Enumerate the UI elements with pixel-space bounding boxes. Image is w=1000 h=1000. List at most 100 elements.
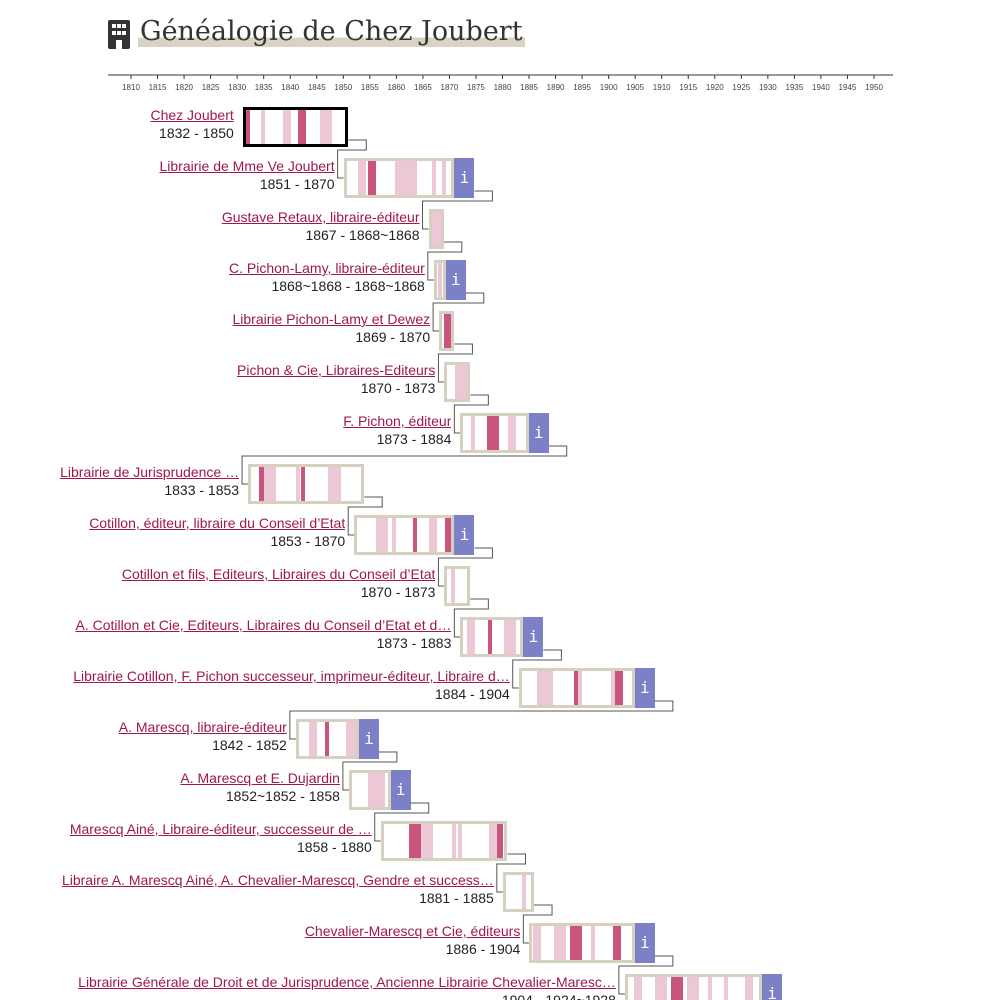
entry-dates: 1832 - 1850 [159,125,234,141]
timeline-tick: 1855 [360,83,379,92]
entry-name[interactable]: Librairie de Mme Ve Joubert [159,158,335,174]
stripe [391,518,396,552]
timeline-tick: 1905 [626,83,645,92]
entry-name[interactable]: Librairie Cotillon, F. Pichon successeur… [73,668,510,684]
connector [342,751,398,791]
entry-dates: 1869 - 1870 [355,329,431,345]
entry-name[interactable]: Cotillon, éditeur, libraire du Conseil d… [89,515,346,531]
info-button[interactable]: i [634,923,655,963]
info-button[interactable]: i [454,515,475,555]
info-button[interactable]: i [445,260,466,300]
stripe [745,977,754,1000]
connector [453,394,489,434]
entry-name[interactable]: Libraire A. Marescq Ainé, A. Chevalier-M… [61,872,494,888]
period-box [460,617,524,657]
timeline-tick: 1825 [201,83,220,92]
timeline-tick: 1950 [865,83,883,92]
stripe [532,926,541,960]
timeline-tick: 1870 [440,83,459,92]
stripe [372,773,385,807]
stripe [263,467,276,501]
entry-name[interactable]: Librairie Pichon-Lamy et Dewez [232,311,431,327]
building-icon [108,20,130,49]
stripe [412,518,417,552]
connector [522,904,553,944]
info-button[interactable]: i [528,413,549,453]
period-box [348,770,391,810]
timeline-tick: 1865 [413,83,432,92]
entry-dates: 1870 - 1873 [360,584,436,600]
stripe [488,620,493,654]
entry-dates: 1886 - 1904 [445,941,521,957]
period-box [444,362,471,402]
entry-dates: 1868~1868 - 1868~1868 [271,278,425,294]
timeline-tick: 1890 [546,83,565,92]
entry-name[interactable]: Chevalier-Marescq et Cie, éditeurs [304,923,521,939]
entry-name[interactable]: Gustave Retaux, libraire-éditeur [221,209,420,225]
stripe [708,977,713,1000]
timeline-tick: 1845 [307,83,326,92]
stripe [489,824,498,858]
stripe [295,467,300,501]
stripe [432,212,441,246]
stripe [615,671,624,705]
stripe [504,620,517,654]
timeline-tick: 1895 [573,83,591,92]
info-button[interactable]: i [762,974,783,1000]
period-box [624,974,763,1000]
period-box [439,311,455,351]
timeline-tick: 1830 [228,83,247,92]
stripe [375,518,388,552]
period-box [343,158,455,198]
stripe [261,110,266,144]
stripe [298,110,307,144]
stripe [452,824,457,858]
entry-name[interactable]: Marescq Ainé, Libraire-éditeur, successe… [69,821,372,837]
stripe [470,416,475,450]
stripe [404,161,417,195]
connector [427,241,463,281]
timeline-tick: 1920 [705,83,724,92]
stripe [610,671,619,705]
entry-name[interactable]: A. Cotillon et Cie, Editeurs, Libraires … [75,617,452,633]
stripe [573,671,578,705]
entry-name[interactable]: A. Marescq, libraire-éditeur [118,719,287,735]
info-button[interactable]: i [634,668,655,708]
entry-name[interactable]: Librairie de Jurisprudence … [60,464,240,480]
entry-name[interactable]: Chez Joubert [150,107,234,123]
period-box [502,872,535,912]
connector [432,292,485,332]
entry-name[interactable]: Pichon & Cie, Libraires-Editeurs [237,362,436,378]
stripe [328,467,337,501]
period-box [428,209,444,249]
entry-dates: 1852~1852 - 1858 [225,788,340,804]
timeline-tick: 1925 [732,83,751,92]
timeline-tick: 1880 [493,83,512,92]
entry-dates: 1873 - 1884 [376,431,452,447]
entry-name[interactable]: A. Marescq et E. Dujardin [180,770,340,786]
timeline-tick: 1840 [281,83,300,92]
info-button[interactable]: i [523,617,544,657]
stripe [431,161,436,195]
entry-name[interactable]: Librairie Générale de Droit et de Jurisp… [78,974,616,990]
info-button[interactable]: i [454,158,475,198]
entry-name[interactable]: F. Pichon, éditeur [343,413,452,429]
stripe [282,110,291,144]
entry-dates: 1881 - 1885 [419,890,494,906]
connector [437,547,493,587]
period-box [518,668,635,708]
info-button[interactable]: i [358,719,379,759]
stripe [443,314,452,348]
stripe [671,977,684,1000]
entry-name[interactable]: Cotillon et fils, Editeurs, Libraires du… [121,566,436,582]
timeline-tick: 1910 [652,83,671,92]
stripe [522,875,527,909]
connector [422,190,493,230]
period-box [529,923,635,963]
stripe [578,671,583,705]
info-button[interactable]: i [390,770,411,810]
timeline-tick: 1850 [334,83,353,92]
entry-name[interactable]: C. Pichon-Lamy, libraire-éditeur [229,260,425,276]
stripe [569,926,582,960]
